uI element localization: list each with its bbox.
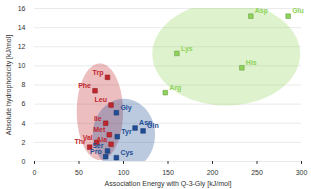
svg-text:Thr: Thr (74, 138, 86, 145)
svg-text:100: 100 (118, 169, 130, 176)
svg-text:2: 2 (22, 139, 26, 146)
svg-text:50: 50 (75, 169, 83, 176)
svg-text:0: 0 (33, 169, 37, 176)
svg-text:0: 0 (22, 158, 26, 165)
svg-text:150: 150 (162, 169, 174, 176)
svg-text:4: 4 (22, 119, 26, 126)
svg-text:His: His (246, 59, 257, 66)
svg-text:Glu: Glu (292, 7, 304, 14)
svg-text:300: 300 (296, 169, 308, 176)
svg-text:6: 6 (22, 100, 26, 107)
svg-text:8: 8 (22, 81, 26, 88)
svg-text:Met: Met (93, 126, 106, 133)
svg-text:Association Energy with Q-3-Gl: Association Energy with Q-3-Gly [kJ/mol] (105, 180, 232, 188)
svg-text:Lys: Lys (181, 45, 193, 53)
svg-text:Ser: Ser (92, 142, 104, 150)
svg-text:Val: Val (82, 133, 93, 141)
svg-text:250: 250 (251, 169, 263, 176)
svg-text:Asp: Asp (255, 7, 268, 15)
svg-text:12: 12 (18, 43, 26, 50)
svg-text:Arg: Arg (169, 84, 181, 92)
svg-text:Tyr: Tyr (121, 128, 132, 136)
svg-text:16: 16 (18, 5, 26, 12)
svg-text:Gln: Gln (147, 122, 159, 129)
svg-text:Leu: Leu (95, 96, 107, 103)
svg-text:200: 200 (207, 169, 219, 176)
svg-text:Cys: Cys (120, 149, 133, 157)
svg-text:14: 14 (18, 24, 26, 31)
svg-text:Trp: Trp (93, 69, 104, 77)
svg-text:Gly: Gly (120, 104, 131, 112)
svg-text:10: 10 (18, 62, 26, 69)
svg-text:Ala: Ala (96, 135, 107, 143)
svg-text:Asn: Asn (139, 119, 153, 127)
svg-text:Pro: Pro (90, 148, 102, 155)
svg-text:Ile: Ile (94, 114, 102, 121)
svg-text:Phe: Phe (78, 82, 91, 89)
svg-text:Absolute hydrophobicity [kJ/mo: Absolute hydrophobicity [kJ/mol] (5, 35, 13, 135)
